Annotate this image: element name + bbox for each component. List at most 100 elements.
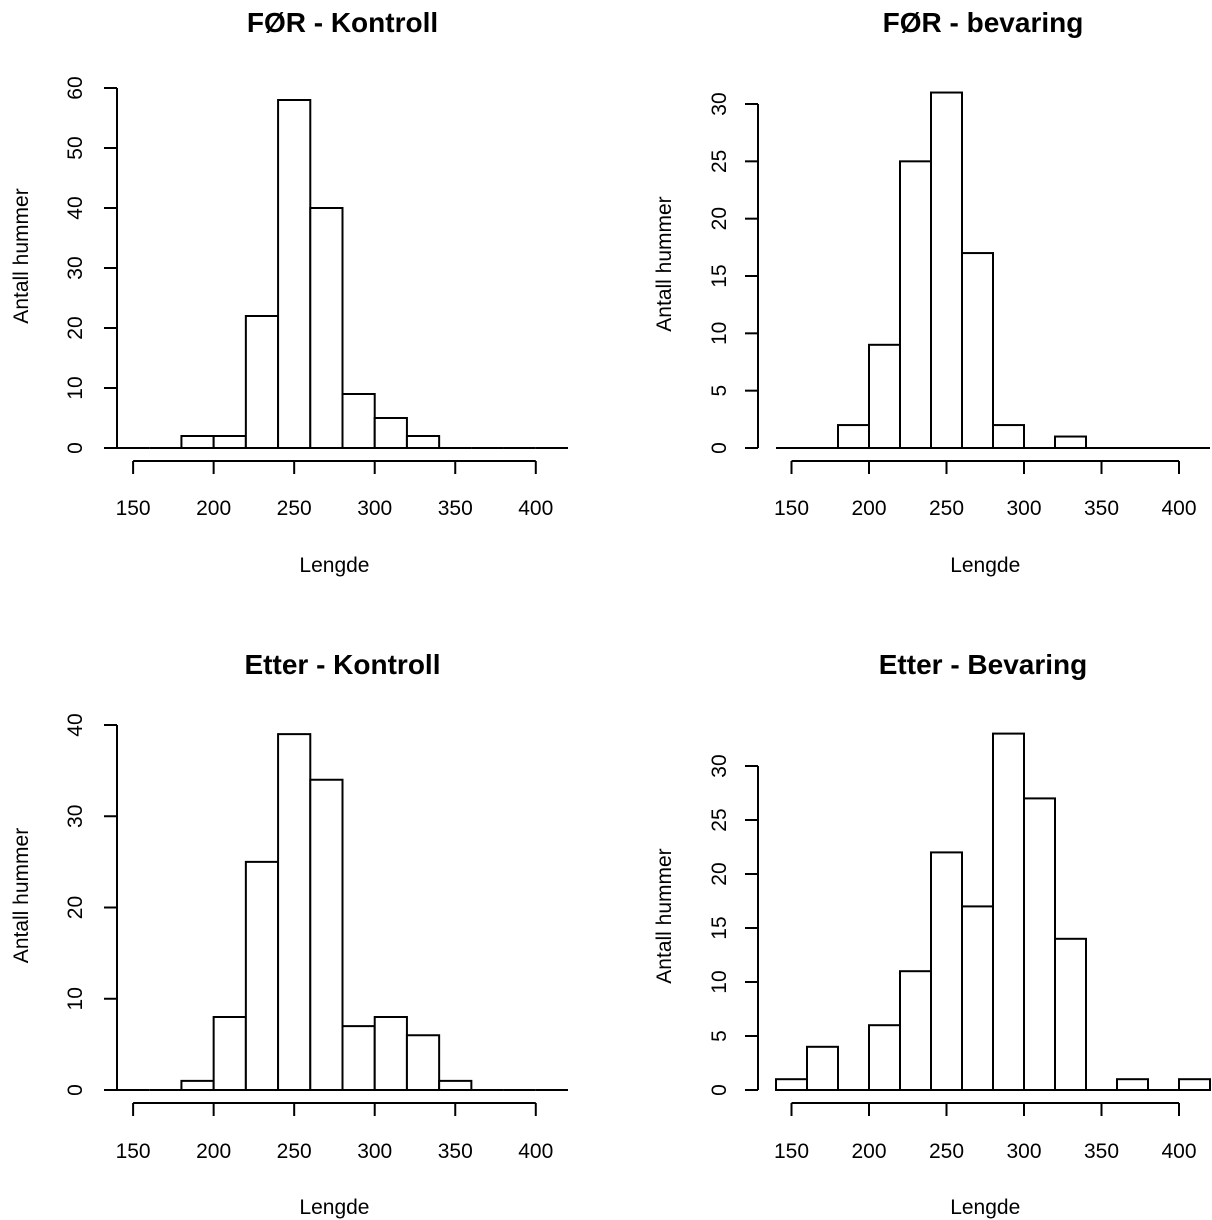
bar-240-260 <box>930 851 963 1092</box>
x-tick-label: 350 <box>1084 1140 1119 1163</box>
bar-260-280 <box>961 252 994 449</box>
bar-320-340 <box>405 1034 441 1091</box>
bar-240-260 <box>277 99 312 449</box>
chart-title: Etter - Kontroll <box>245 649 441 680</box>
y-tick-label: 20 <box>708 862 731 885</box>
bar-140-160 <box>775 1078 808 1091</box>
x-tick-label: 350 <box>438 1140 473 1163</box>
bar-220-240 <box>244 860 280 1091</box>
bar-300-320 <box>373 417 408 449</box>
x-tick-label: 250 <box>277 497 312 520</box>
bar-320-340 <box>1054 937 1087 1091</box>
y-tick-label: 10 <box>64 376 87 399</box>
bar-200-220 <box>212 1016 247 1091</box>
x-axis-label: Lengde <box>950 554 1020 577</box>
bar-240-260 <box>930 91 963 450</box>
y-tick-label: 30 <box>708 754 731 777</box>
bar-260-280 <box>961 905 994 1092</box>
y-tick-label: 15 <box>708 264 731 287</box>
y-tick-label: 30 <box>64 256 87 279</box>
bar-180-200 <box>180 435 215 449</box>
y-tick-label: 30 <box>64 805 87 828</box>
x-tick-label: 150 <box>774 1140 809 1163</box>
y-tick-label: 15 <box>708 916 731 939</box>
x-tick-label: 150 <box>774 497 809 520</box>
histogram-panel-1: FØR - Kontroll 150 200 250 300 350 400 Lengde 0 1… <box>10 7 568 577</box>
bar-400-420 <box>1178 1078 1211 1091</box>
chart-title: Etter - Bevaring <box>879 649 1088 680</box>
y-tick-label: 50 <box>64 136 87 159</box>
y-tick-label: 10 <box>708 322 731 345</box>
x-tick-label: 300 <box>357 497 392 520</box>
bar-320-340 <box>405 435 441 449</box>
y-tick-label: 20 <box>64 316 87 339</box>
y-tick-label: 25 <box>708 150 731 173</box>
chart-title: FØR - Kontroll <box>247 7 438 38</box>
x-tick-label: 150 <box>116 1140 151 1163</box>
bar-200-220 <box>868 1024 901 1091</box>
bar-320-340 <box>1054 435 1087 449</box>
y-axis-label: Antall hummer <box>653 196 676 331</box>
bar-280-300 <box>992 424 1025 450</box>
bar-280-300 <box>341 393 376 449</box>
x-tick-label: 400 <box>1161 497 1196 520</box>
y-tick-label: 5 <box>708 385 731 397</box>
bar-160-180 <box>806 1045 839 1092</box>
y-tick-label: 20 <box>64 896 87 919</box>
histogram-panel-2: FØR - bevaring 150 200 250 300 350 400 Lengde 0 5… <box>653 7 1210 577</box>
x-tick-label: 200 <box>196 497 231 520</box>
x-axis-label: Lengde <box>299 1196 369 1219</box>
x-tick-label: 200 <box>196 1140 231 1163</box>
y-tick-label: 0 <box>708 442 731 454</box>
y-tick-label: 60 <box>64 76 87 99</box>
y-tick-label: 30 <box>708 92 731 115</box>
bar-340-360 <box>438 1079 473 1091</box>
y-tick-label: 40 <box>64 196 87 219</box>
x-axis-label: Lengde <box>299 554 369 577</box>
bar-360-380 <box>1116 1078 1149 1091</box>
bar-280-300 <box>341 1025 376 1091</box>
x-tick-label: 400 <box>518 1140 553 1163</box>
bar-200-220 <box>868 343 901 449</box>
bar-200-220 <box>212 435 247 449</box>
x-tick-label: 250 <box>929 1140 964 1163</box>
y-tick-label: 10 <box>708 970 731 993</box>
y-tick-label: 10 <box>64 987 87 1010</box>
x-tick-label: 150 <box>116 497 151 520</box>
bar-220-240 <box>899 160 932 449</box>
bar-300-320 <box>373 1016 408 1091</box>
x-tick-label: 250 <box>929 497 964 520</box>
y-axis-label: Antall hummer <box>10 188 33 323</box>
y-tick-label: 0 <box>64 1084 87 1096</box>
bar-220-240 <box>899 970 932 1092</box>
x-tick-label: 200 <box>851 1140 886 1163</box>
y-tick-label: 0 <box>708 1084 731 1096</box>
x-tick-label: 400 <box>518 497 553 520</box>
y-tick-label: 20 <box>708 207 731 230</box>
bar-220-240 <box>244 315 280 449</box>
bar-260-280 <box>309 207 344 449</box>
y-tick-label: 40 <box>64 713 87 736</box>
bar-280-300 <box>992 732 1025 1091</box>
bar-180-200 <box>180 1079 215 1091</box>
x-tick-label: 400 <box>1161 1140 1196 1163</box>
x-axis-label: Lengde <box>950 1196 1020 1219</box>
x-tick-label: 300 <box>357 1140 392 1163</box>
x-tick-label: 250 <box>277 1140 312 1163</box>
bar-260-280 <box>309 778 344 1091</box>
chart-title: FØR - bevaring <box>883 7 1084 38</box>
y-tick-label: 5 <box>708 1030 731 1042</box>
bar-300-320 <box>1023 797 1056 1092</box>
x-tick-label: 200 <box>851 497 886 520</box>
bar-240-260 <box>277 733 312 1091</box>
y-tick-label: 25 <box>708 808 731 831</box>
x-tick-label: 350 <box>1084 497 1119 520</box>
bar-180-200 <box>837 424 870 450</box>
y-axis-label: Antall hummer <box>653 848 676 983</box>
x-tick-label: 350 <box>438 497 473 520</box>
y-axis-label: Antall hummer <box>10 828 33 963</box>
x-tick-label: 300 <box>1006 497 1041 520</box>
